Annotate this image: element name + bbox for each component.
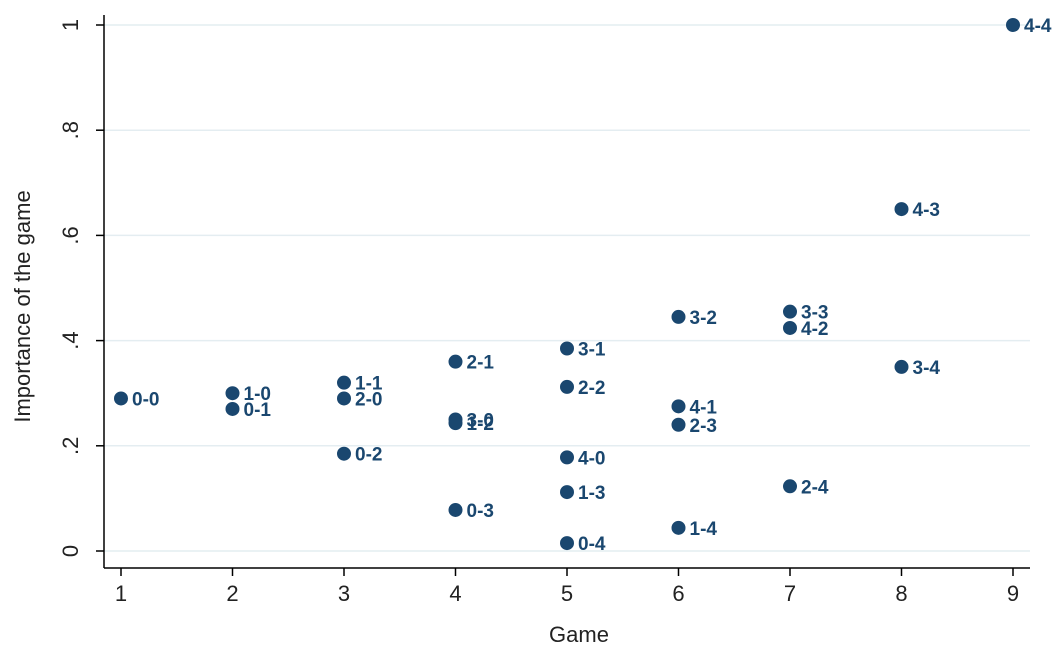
data-point [560,485,574,500]
data-point-label: 2-2 [578,378,605,399]
data-point [783,479,797,494]
data-point [114,391,128,406]
data-point-label: 4-4 [1024,16,1052,37]
data-point [448,502,463,517]
x-tick-label: 3 [338,581,350,606]
data-point [671,309,686,324]
y-tick-label: .8 [58,121,83,139]
data-point [783,304,797,319]
x-tick-label: 2 [226,581,238,606]
data-point-label: 1-0 [244,384,271,405]
x-axis-title: Game [549,622,609,646]
data-point-label: 4-0 [578,448,605,469]
data-points: 0-0 1-00-1 1-12-0 0-2 2-1 3-01-2 0-3 3-1 2-2 4-0 1… [114,16,1052,555]
data-point-label: 2-0 [355,389,382,410]
data-point [894,202,909,217]
data-point-label: 4-1 [690,397,718,418]
data-point-label: 2-3 [690,416,717,437]
data-point-label: 3-4 [913,358,941,379]
data-point [894,359,909,374]
data-point-label: 3-2 [690,308,717,329]
data-point-label: 1-1 [355,374,383,395]
data-point-label: 3-3 [801,303,828,324]
data-point-label: 0-3 [467,501,494,522]
data-point-label: 0-0 [132,389,159,410]
data-point-label: 4-2 [801,319,828,340]
x-tick-label: 6 [672,581,684,606]
x-tick-label: 1 [115,581,127,606]
data-point-label: 1-3 [578,483,605,504]
data-point-label: 4-3 [913,200,940,221]
data-point [337,391,351,406]
data-point [225,386,240,401]
y-axis-title: Importance of the game [10,190,35,422]
axes [103,15,1030,569]
grid-lines [104,24,1030,552]
data-point [560,536,574,551]
data-point-label: 3-0 [467,411,494,432]
x-tick-label: 8 [895,581,907,606]
data-point-label: 0-1 [244,400,272,421]
x-tick-label: 7 [784,581,796,606]
y-tick-label: 0 [58,545,83,557]
data-point [448,416,463,431]
y-ticks: 0 .2 .4 .6 .8 1 [58,19,104,557]
x-ticks: 1 2 3 4 5 6 7 8 9 [115,568,1019,606]
data-point-label: 3-1 [578,339,606,360]
data-point [337,446,351,461]
data-point [560,379,574,394]
x-tick-label: 9 [1007,581,1019,606]
data-point [225,401,240,416]
y-tick-label: .6 [58,226,83,244]
y-tick-label: 1 [58,19,83,31]
data-point-label: 1-4 [690,519,718,540]
data-point [671,417,686,432]
data-point [671,520,686,535]
data-point [1006,18,1020,32]
data-point-label: 1-2 [467,414,494,435]
data-point [560,450,574,465]
data-point-label: 2-1 [467,353,495,374]
data-point [560,341,574,356]
x-tick-label: 4 [449,581,461,606]
data-point-label: 0-4 [578,534,606,555]
data-point [783,320,797,335]
data-point [448,354,463,369]
y-tick-label: .2 [58,437,83,455]
data-point [671,399,686,414]
x-tick-label: 5 [561,581,573,606]
data-point-label: 0-2 [355,445,382,466]
y-tick-label: .4 [58,331,83,349]
data-point-label: 2-4 [801,477,829,498]
data-point [337,375,351,390]
